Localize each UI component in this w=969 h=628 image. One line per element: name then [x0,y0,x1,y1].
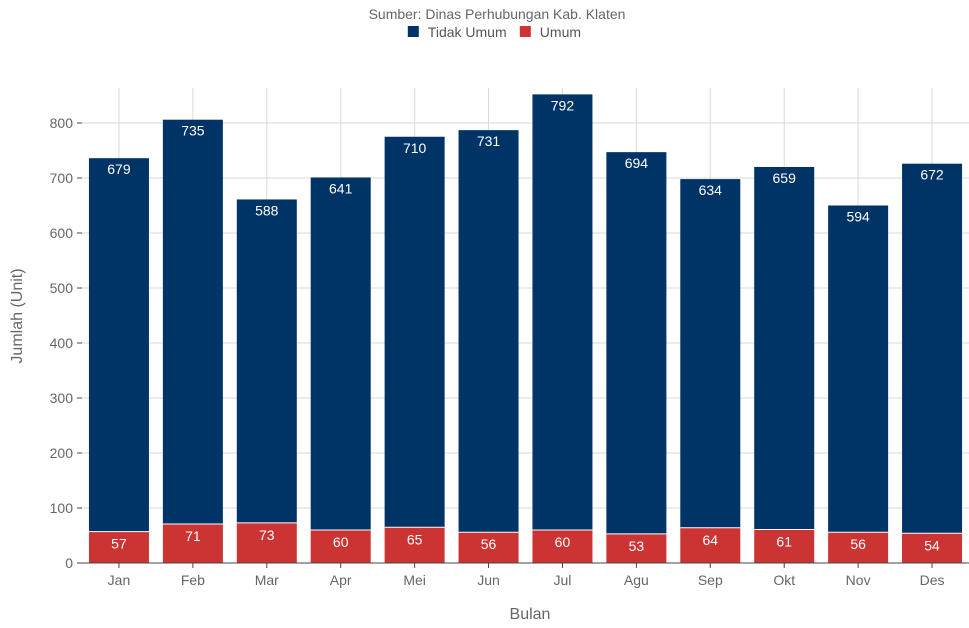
data-label-tidak-umum-agu: 694 [625,155,649,171]
data-label-tidak-umum-nov: 594 [846,209,870,225]
bar-tidak-umum-jun [458,130,519,533]
y-axis: 0 100 200 300 400 500 600 700 800 [50,115,82,571]
bar-tidak-umum-feb [162,119,223,524]
bar-umum-mar [236,522,297,563]
bar-tidak-umum-apr [310,177,371,530]
data-label-umum-nov: 56 [850,536,866,552]
x-axis-title: Bulan [510,606,551,623]
bar-umum-jun [458,532,519,563]
bar-tidak-umum-des [902,163,963,534]
bar-umum-des [902,533,963,563]
data-label-tidak-umum-okt: 659 [773,170,797,186]
data-label-tidak-umum-mei: 710 [403,140,427,156]
legend-swatch-umum [519,26,531,37]
bar-tidak-umum-sep [680,179,741,528]
data-label-tidak-umum-jun: 731 [477,133,501,149]
x-tick-label-mar: Mar [255,572,279,588]
bar-umum-sep [680,527,741,563]
bar-umum-feb [162,523,223,563]
legend: Tidak Umum Umum [407,24,581,40]
bar-umum-agu [606,533,667,563]
x-tick-label-apr: Apr [330,572,352,588]
x-tick-label-agu: Agu [624,572,649,588]
x-tick-label-feb: Feb [181,572,205,588]
y-tick-label: 300 [50,390,74,406]
data-label-tidak-umum-feb: 735 [181,123,205,139]
x-tick-label-mei: Mei [403,572,426,588]
bar-tidak-umum-jan [88,158,149,532]
bar-tidak-umum-jul [532,94,593,531]
bar-umum-jul [532,530,593,563]
y-tick-label: 100 [50,500,74,516]
bar-tidak-umum-okt [754,167,815,530]
data-labels: 57 679 71 735 73 588 60 641 65 710 56 731 60 792 53 694… [107,97,944,553]
y-tick-label: 700 [50,170,74,186]
bar-tidak-umum-mar [236,199,297,523]
data-label-tidak-umum-mar: 588 [255,202,279,218]
y-tick-label: 200 [50,445,74,461]
y-tick-label: 600 [50,225,74,241]
x-tick-label-jan: Jan [108,572,131,588]
y-tick-label: 500 [50,280,74,296]
data-label-umum-jun: 56 [481,536,497,552]
legend-swatch-tidak-umum [407,26,419,37]
bar-umum-apr [310,530,371,563]
data-label-tidak-umum-sep: 634 [699,182,723,198]
bar-umum-jan [88,531,149,563]
chart-subtitle: Sumber: Dinas Perhubungan Kab. Klaten [369,6,626,22]
x-tick-label-nov: Nov [846,572,871,588]
y-tick-label: 400 [50,335,74,351]
data-label-umum-feb: 71 [185,528,201,544]
bar-umum-nov [828,532,889,563]
x-tick-label-des: Des [920,572,945,588]
data-label-umum-des: 54 [924,537,940,553]
x-axis: Jan Feb Mar Apr Mei Jun Jul Agu Sep Okt Nov Des [82,562,969,588]
data-label-umum-agu: 53 [629,538,645,554]
data-label-umum-mei: 65 [407,531,423,547]
x-tick-label-sep: Sep [698,572,723,588]
bar-tidak-umum-agu [606,152,667,534]
data-label-tidak-umum-des: 672 [920,167,944,183]
y-tick-label: 0 [65,555,73,571]
legend-label-umum: Umum [540,24,581,40]
y-axis-title: Jumlah (Unit) [9,268,26,363]
x-tick-label-jun: Jun [477,572,500,588]
bar-umum-mei [384,527,445,563]
data-label-umum-jan: 57 [111,536,127,552]
x-tick-label-jul: Jul [554,572,572,588]
bar-umum-okt [754,529,815,563]
data-label-umum-okt: 61 [776,533,792,549]
bar-tidak-umum-mei [384,136,445,528]
data-label-umum-apr: 60 [333,534,349,550]
data-label-tidak-umum-jul: 792 [551,97,575,113]
bar-tidak-umum-nov [828,205,889,533]
y-tick-label: 800 [50,115,74,131]
legend-label-tidak-umum: Tidak Umum [428,24,507,40]
data-label-tidak-umum-apr: 641 [329,180,353,196]
data-label-umum-sep: 64 [703,532,719,548]
data-label-umum-mar: 73 [259,527,275,543]
x-tick-label-okt: Okt [773,572,795,588]
bars [88,94,963,563]
data-label-umum-jul: 60 [555,534,571,550]
data-label-tidak-umum-jan: 679 [107,161,131,177]
